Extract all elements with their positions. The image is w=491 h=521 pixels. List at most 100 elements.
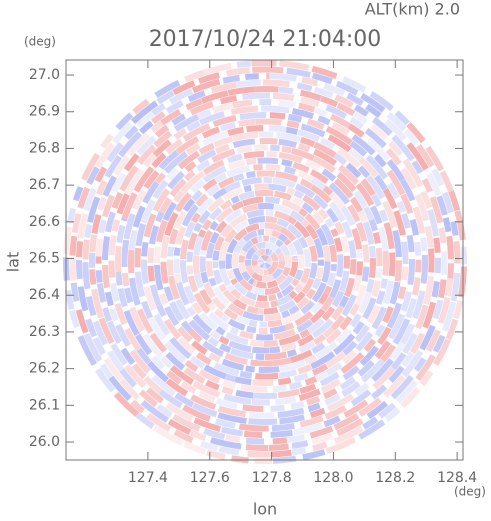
echo-segment xyxy=(226,165,251,178)
echo-segment xyxy=(275,171,299,183)
echo-segment xyxy=(278,138,298,149)
echo-segment xyxy=(95,367,116,393)
echo-segment xyxy=(177,150,200,170)
echo-segment xyxy=(184,161,197,173)
echo-segment xyxy=(182,123,211,142)
echo-segment xyxy=(115,112,134,131)
echo-segment xyxy=(423,276,434,306)
echo-segment xyxy=(106,320,122,345)
echo-segment xyxy=(333,178,354,199)
echo-segment xyxy=(338,295,350,308)
echo-segment xyxy=(422,301,437,329)
y-tick-label: 26.0 xyxy=(29,434,60,450)
echo-segment xyxy=(208,312,230,331)
echo-segment xyxy=(298,281,306,288)
echo-segment xyxy=(388,252,396,277)
echo-segment xyxy=(248,418,278,425)
echo-segment xyxy=(446,235,454,260)
echo-segment xyxy=(307,402,321,413)
echo-segment xyxy=(116,193,130,215)
echo-segment xyxy=(401,212,411,229)
echo-segment xyxy=(192,380,221,398)
echo-segment xyxy=(370,384,388,400)
echo-segment xyxy=(173,114,200,132)
echo-segment xyxy=(211,148,236,163)
echo-segment xyxy=(149,332,168,354)
echo-segment xyxy=(261,255,266,262)
echo-segment xyxy=(281,158,293,168)
echo-segment xyxy=(331,290,345,308)
echo-segment xyxy=(143,153,157,168)
echo-segment xyxy=(362,221,375,245)
echo-segment xyxy=(230,195,240,204)
echo-segment xyxy=(103,357,124,382)
echo-segment xyxy=(245,246,257,260)
echo-segment xyxy=(121,192,138,220)
echo-segment xyxy=(219,268,232,287)
echo-segment xyxy=(236,145,253,154)
echo-segment xyxy=(425,329,441,353)
echo-segment xyxy=(152,424,184,446)
echo-segment xyxy=(334,94,354,108)
echo-segment xyxy=(325,125,353,146)
echo-segment xyxy=(414,193,430,222)
echo-segment xyxy=(386,182,400,200)
echo-segment xyxy=(242,310,264,321)
echo-segment xyxy=(396,200,407,214)
echo-segment xyxy=(312,155,336,174)
echo-segment xyxy=(221,386,234,395)
echo-segment xyxy=(160,261,169,284)
echo-segment xyxy=(312,194,329,210)
echo-segment xyxy=(265,256,272,263)
echo-segment xyxy=(173,190,185,203)
echo-segment xyxy=(94,142,115,169)
echo-segment xyxy=(409,218,420,236)
echo-segment xyxy=(119,165,139,192)
echo-segment xyxy=(290,349,313,364)
echo-segment xyxy=(249,339,264,347)
echo-segment xyxy=(180,239,189,260)
echo-segment xyxy=(272,92,295,101)
y-tick-label: 26.4 xyxy=(29,287,60,303)
echo-segment xyxy=(355,331,374,352)
echo-segment xyxy=(265,248,270,256)
echo-segment xyxy=(301,202,315,214)
echo-segment xyxy=(108,260,116,278)
echo-segment xyxy=(243,151,265,159)
echo-segment xyxy=(183,441,207,455)
echo-segment xyxy=(349,313,362,328)
echo-segment xyxy=(219,241,230,261)
echo-segment xyxy=(156,90,175,105)
echo-segment xyxy=(386,159,405,182)
echo-segment xyxy=(415,304,429,330)
echo-segment xyxy=(427,209,440,237)
echo-segment xyxy=(263,306,279,315)
echo-segment xyxy=(124,287,134,304)
echo-segment xyxy=(250,236,259,245)
echo-segment xyxy=(253,164,263,171)
echo-segment xyxy=(154,246,162,264)
echo-segment xyxy=(281,145,292,154)
echo-segment xyxy=(119,368,138,388)
echo-segment xyxy=(171,113,187,126)
echo-segment xyxy=(372,366,396,390)
echo-segment xyxy=(108,375,132,401)
echo-segment xyxy=(259,262,265,269)
echo-segment xyxy=(212,286,230,306)
echo-segment xyxy=(202,159,225,176)
echo-segment xyxy=(190,212,201,224)
echo-segment xyxy=(198,142,215,155)
echo-segment xyxy=(255,242,266,250)
echo-segment xyxy=(173,210,187,229)
echo-segment xyxy=(429,196,444,224)
echo-segment xyxy=(267,279,279,289)
echo-segment xyxy=(163,151,189,174)
echo-segment xyxy=(320,296,335,312)
echo-segment xyxy=(173,247,181,256)
echo-segment xyxy=(192,313,213,335)
echo-segment xyxy=(297,129,321,143)
echo-segment xyxy=(160,235,170,259)
echo-segment xyxy=(245,264,256,277)
echo-segment xyxy=(293,220,311,239)
echo-segment xyxy=(188,319,211,341)
